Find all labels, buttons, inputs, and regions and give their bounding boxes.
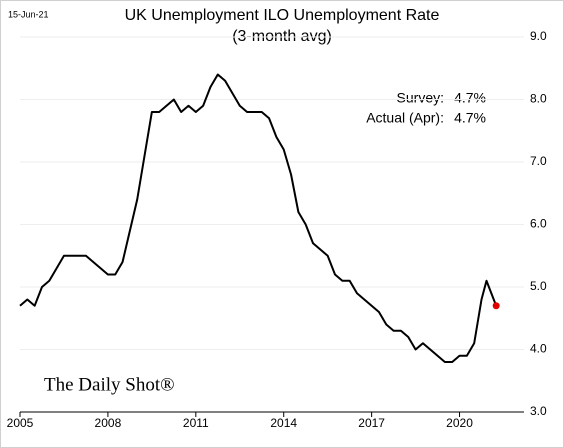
y-tick-label: 3.0: [530, 404, 547, 418]
y-tick-label: 6.0: [530, 217, 547, 231]
x-tick-label: 2005: [7, 416, 34, 430]
chart-title: UK Unemployment ILO Unemployment Rate: [125, 7, 440, 24]
y-tick-label: 9.0: [530, 29, 547, 43]
y-tick-label: 8.0: [530, 92, 547, 106]
watermark: The Daily Shot®: [44, 374, 175, 395]
highlight-point: [492, 302, 500, 310]
annotation-value: 4.7%: [454, 110, 486, 126]
x-tick-label: 2014: [270, 416, 297, 430]
x-tick-label: 2020: [446, 416, 473, 430]
x-tick-label: 2017: [358, 416, 385, 430]
x-tick-label: 2011: [183, 416, 209, 430]
date: 15-Jun-21: [8, 9, 49, 19]
y-tick-label: 4.0: [530, 342, 547, 356]
y-tick-label: 5.0: [530, 279, 547, 293]
annotation-value: 4.7%: [454, 90, 486, 106]
annotation-label: Survey:: [397, 90, 444, 106]
y-tick-label: 7.0: [530, 154, 547, 168]
line: [19, 73, 498, 363]
x-tick-label: 2008: [95, 416, 122, 430]
annotation-label: Actual (Apr):: [366, 110, 444, 126]
